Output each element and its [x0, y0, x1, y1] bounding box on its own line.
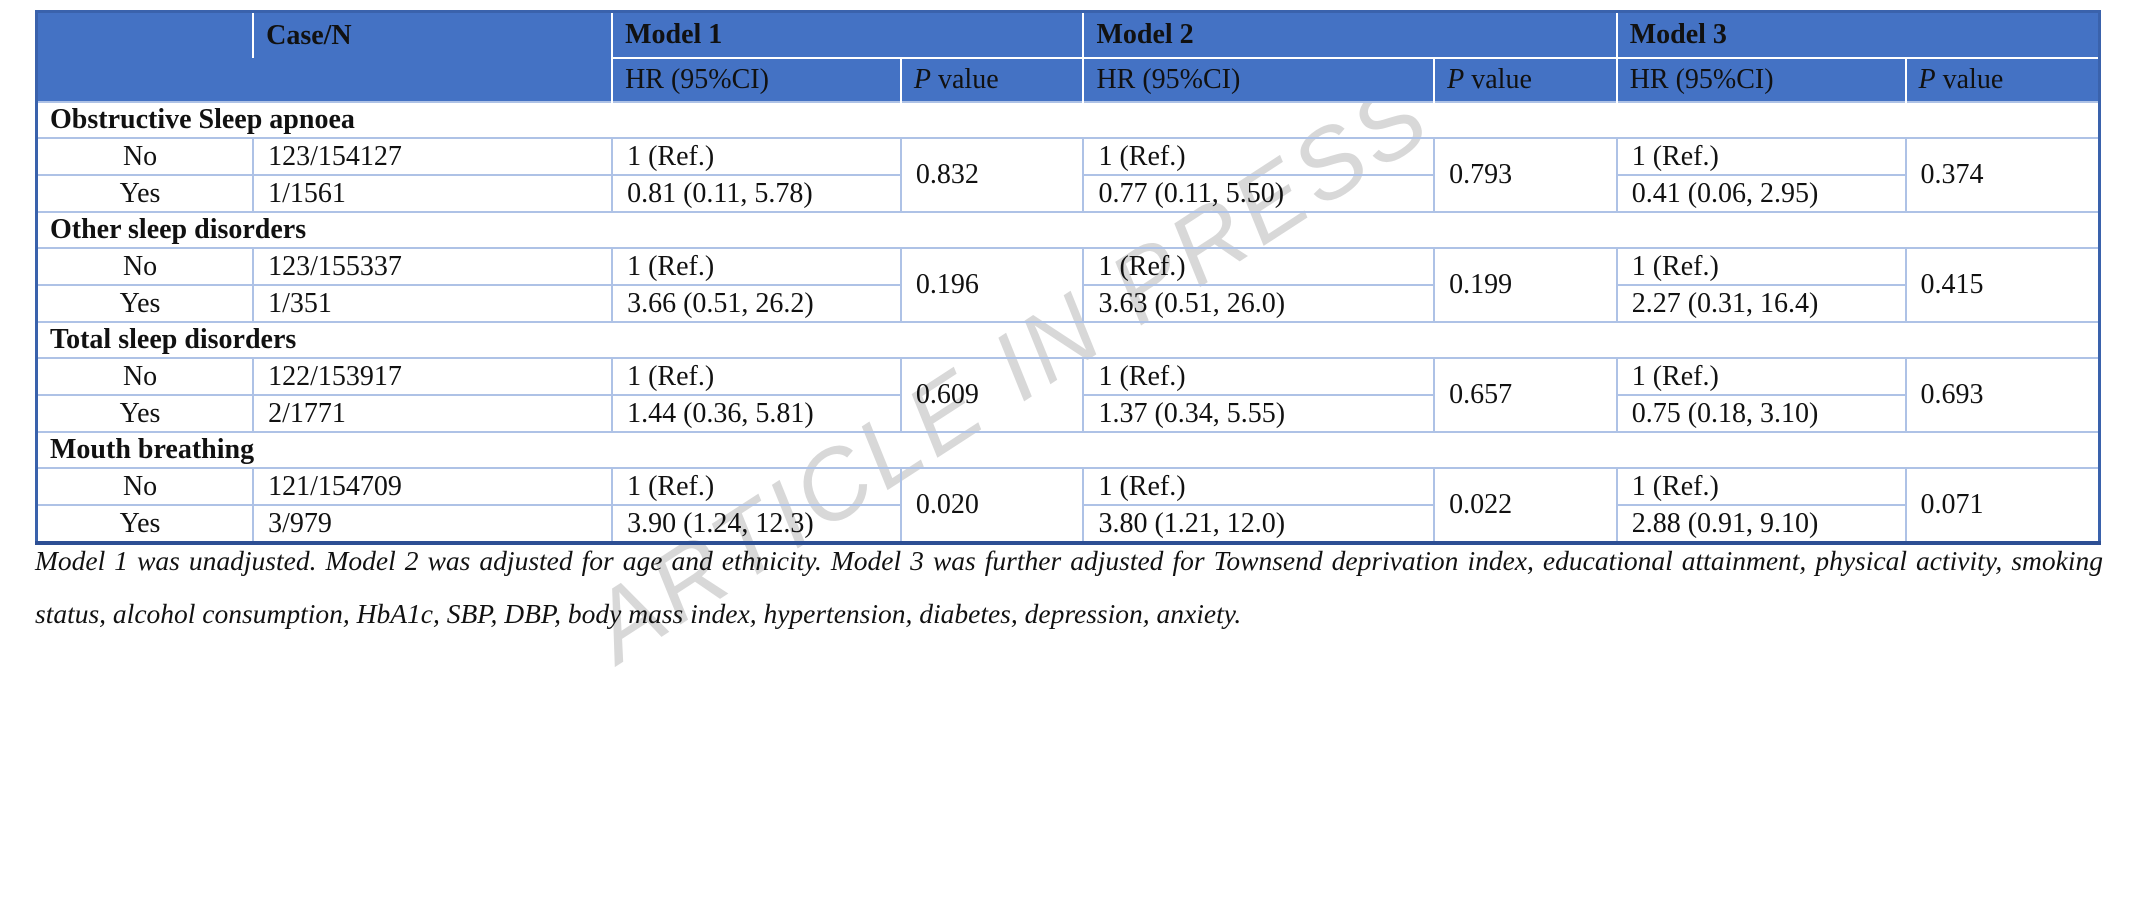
section-title: Mouth breathing [36, 431, 2100, 469]
model1-hr-cell: 1.44 (0.36, 5.81) [611, 394, 902, 433]
row-label-cell: Yes [35, 394, 255, 433]
model1-hr-cell: 3.66 (0.51, 26.2) [611, 284, 902, 323]
p-italic: P [913, 64, 931, 95]
header-blank-cell [36, 58, 254, 102]
header-m1-hr: HR (95%CI) [611, 58, 901, 102]
hazard-ratio-table: Case/N Model 1 Model 2 Model 3 HR (95%CI… [35, 10, 2101, 545]
model1-hr-cell: 1 (Ref.) [611, 357, 902, 396]
model2-hr-cell: 1 (Ref.) [1082, 467, 1436, 506]
header-case-n: Case/N [252, 11, 613, 58]
model1-pvalue-cell: 0.196 [899, 247, 1085, 323]
row-label-cell: Yes [35, 504, 255, 544]
model1-pvalue-cell: 0.609 [899, 357, 1085, 433]
case-n-cell: 123/154127 [252, 137, 614, 176]
section-row: Mouth breathing [36, 431, 2100, 469]
case-n-cell: 3/979 [252, 504, 614, 544]
model1-hr-cell: 0.81 (0.11, 5.78) [611, 174, 902, 213]
model3-pvalue-cell: 0.374 [1904, 137, 2101, 213]
p-rest: value [1471, 64, 1532, 95]
row-label-cell: No [35, 467, 255, 506]
data-row: Yes 3/979 3.90 (1.24, 12.3) 3.80 (1.21, 12.… [35, 504, 2100, 544]
model1-hr-cell: 3.90 (1.24, 12.3) [611, 504, 902, 544]
data-row: No 122/153917 1 (Ref.) 0.609 1 (Ref.) 0.657 1 … [35, 357, 2101, 433]
model1-hr-cell: 1 (Ref.) [611, 467, 902, 506]
model2-hr-cell: 0.77 (0.11, 5.50) [1082, 174, 1436, 213]
header-m3-hr: HR (95%CI) [1615, 58, 1906, 102]
model1-hr-cell: 1 (Ref.) [611, 247, 902, 286]
model2-hr-cell: 3.63 (0.51, 26.0) [1082, 284, 1436, 323]
model3-pvalue-cell: 0.071 [1904, 467, 2101, 544]
section-row: Total sleep disorders [36, 321, 2100, 359]
section-row: Other sleep disorders [36, 211, 2100, 249]
table-body: Obstructive Sleep apnoea No 123/154127 1 (R… [35, 101, 2101, 544]
section-title: Other sleep disorders [36, 211, 2100, 249]
model2-hr-cell: 1 (Ref.) [1082, 357, 1436, 396]
table-header: Case/N Model 1 Model 2 Model 3 HR (95%CI… [36, 11, 2100, 102]
p-rest: value [1942, 64, 2004, 95]
header-model-1: Model 1 [611, 11, 1084, 59]
case-n-cell: 2/1771 [252, 394, 614, 433]
model2-pvalue-cell: 0.199 [1433, 247, 1618, 323]
case-n-cell: 1/351 [252, 284, 614, 323]
data-row: No 121/154709 1 (Ref.) 0.020 1 (Ref.) 0.022 1 … [35, 467, 2101, 544]
model3-hr-cell: 2.88 (0.91, 9.10) [1615, 504, 1907, 544]
model1-hr-cell: 1 (Ref.) [611, 137, 902, 176]
model2-pvalue-cell: 0.657 [1433, 357, 1618, 433]
model2-hr-cell: 1.37 (0.34, 5.55) [1082, 394, 1436, 433]
model3-pvalue-cell: 0.693 [1904, 357, 2101, 433]
section-title: Obstructive Sleep apnoea [36, 101, 2100, 139]
data-row: Yes 1/1561 0.81 (0.11, 5.78) 0.77 (0.11, 5.… [35, 174, 2100, 213]
data-row: Yes 1/351 3.66 (0.51, 26.2) 3.63 (0.51, 26.… [35, 284, 2100, 323]
header-blank-cell [36, 11, 254, 58]
model1-pvalue-cell: 0.020 [899, 467, 1085, 544]
data-row: No 123/155337 1 (Ref.) 0.196 1 (Ref.) 0.199 1 … [35, 247, 2101, 323]
section-title: Total sleep disorders [36, 321, 2100, 359]
row-label-cell: Yes [35, 284, 255, 323]
results-table-container: Case/N Model 1 Model 2 Model 3 HR (95%CI… [35, 10, 2101, 545]
section-row: Obstructive Sleep apnoea [36, 101, 2100, 139]
header-model-3: Model 3 [1615, 11, 2100, 59]
row-label-cell: Yes [35, 174, 255, 213]
model3-hr-cell: 0.41 (0.06, 2.95) [1615, 174, 1907, 213]
table-footnote: Model 1 was unadjusted. Model 2 was adju… [35, 544, 2103, 629]
row-label-cell: No [35, 357, 255, 396]
case-n-cell: 122/153917 [252, 357, 614, 396]
header-blank-cell [253, 58, 613, 102]
model3-hr-cell: 1 (Ref.) [1615, 357, 1907, 396]
row-label-cell: No [35, 137, 255, 176]
data-row: No 123/154127 1 (Ref.) 0.832 1 (Ref.) 0.793 1 … [35, 137, 2101, 213]
model2-hr-cell: 1 (Ref.) [1082, 247, 1436, 286]
model2-hr-cell: 3.80 (1.21, 12.0) [1082, 504, 1436, 544]
case-n-cell: 121/154709 [252, 467, 614, 506]
case-n-cell: 1/1561 [252, 174, 614, 213]
model2-pvalue-cell: 0.793 [1433, 137, 1618, 213]
p-rest: value [937, 64, 999, 95]
data-row: Yes 2/1771 1.44 (0.36, 5.81) 1.37 (0.34, 5.… [35, 394, 2100, 433]
model1-pvalue-cell: 0.832 [899, 137, 1085, 213]
model3-pvalue-cell: 0.415 [1904, 247, 2101, 323]
model2-pvalue-cell: 0.022 [1433, 467, 1618, 544]
header-m2-hr: HR (95%CI) [1082, 58, 1435, 102]
model3-hr-cell: 2.27 (0.31, 16.4) [1615, 284, 1907, 323]
p-italic: P [1447, 64, 1465, 95]
header-model-2: Model 2 [1082, 11, 1617, 59]
p-italic: P [1918, 64, 1936, 95]
model2-hr-cell: 1 (Ref.) [1082, 137, 1436, 176]
model3-hr-cell: 1 (Ref.) [1615, 467, 1907, 506]
case-n-cell: 123/155337 [252, 247, 614, 286]
row-label-cell: No [35, 247, 255, 286]
model3-hr-cell: 0.75 (0.18, 3.10) [1615, 394, 1907, 433]
model3-hr-cell: 1 (Ref.) [1615, 137, 1907, 176]
model3-hr-cell: 1 (Ref.) [1615, 247, 1907, 286]
